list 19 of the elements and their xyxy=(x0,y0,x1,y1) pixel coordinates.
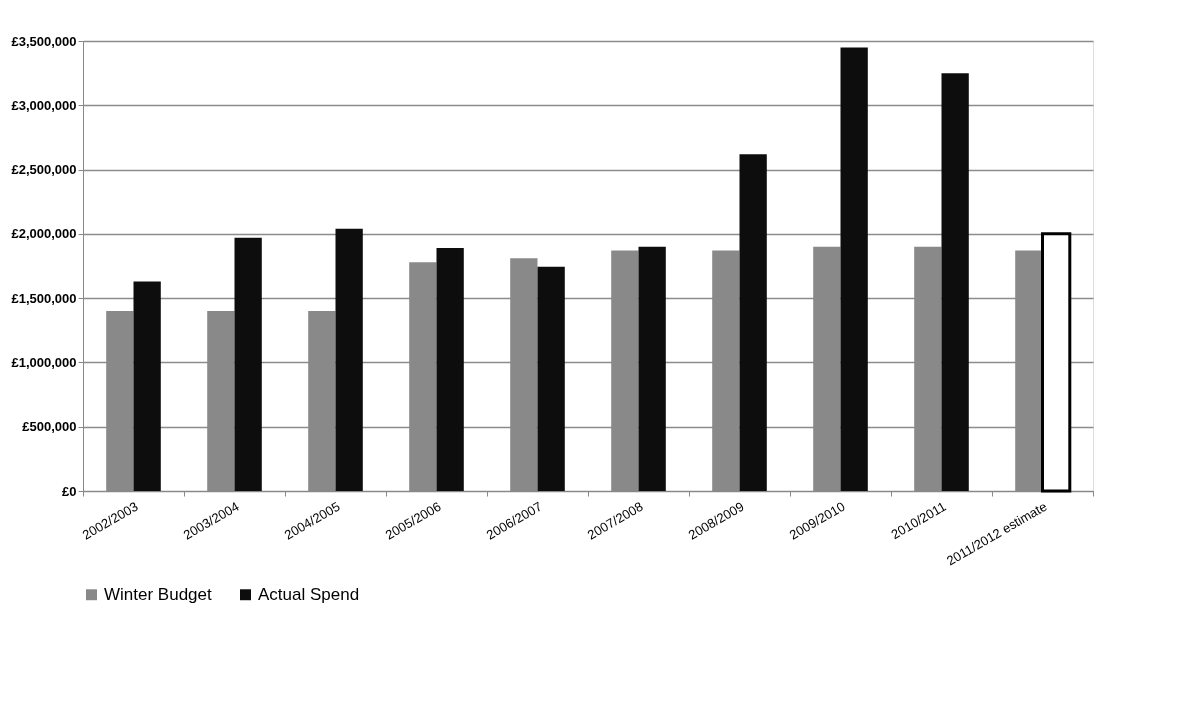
y-tick-label: £3,000,000 xyxy=(11,97,77,113)
y-tick-label: £2,500,000 xyxy=(11,162,77,178)
bar xyxy=(335,228,363,491)
y-tick-label: £1,500,000 xyxy=(11,290,77,306)
bar xyxy=(436,248,464,491)
y-tick-label: £500,000 xyxy=(22,419,77,435)
bar xyxy=(638,246,666,491)
bar xyxy=(739,154,767,491)
bar xyxy=(234,237,262,491)
y-tick-label: £0 xyxy=(62,483,77,499)
y-tick-label: £1,000,000 xyxy=(11,354,77,370)
bar xyxy=(537,266,565,491)
bar xyxy=(133,281,161,491)
y-tick-label: £3,500,000 xyxy=(11,33,77,49)
bar xyxy=(840,47,868,491)
bar xyxy=(941,73,969,491)
y-tick-label: £2,000,000 xyxy=(11,226,77,242)
legend-label: Actual Spend xyxy=(258,584,360,604)
legend-label: Winter Budget xyxy=(104,584,212,604)
